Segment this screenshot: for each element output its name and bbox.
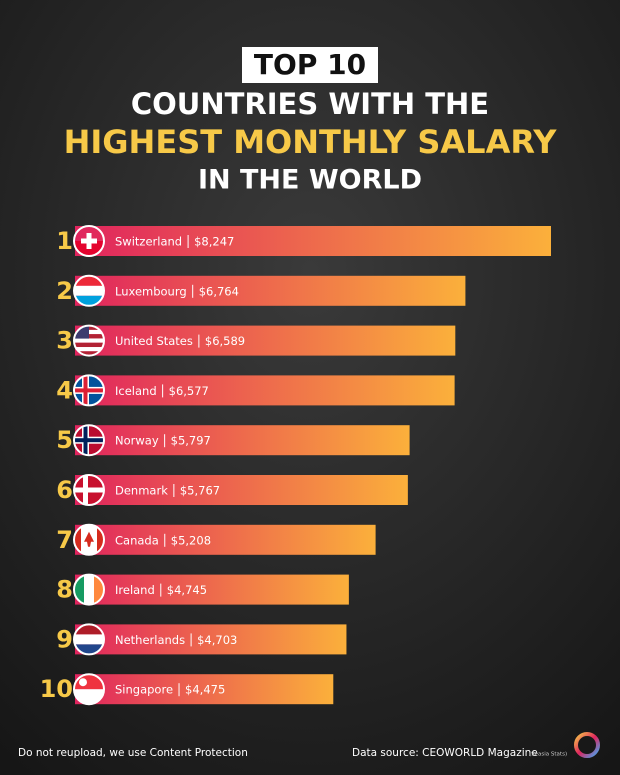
country-label: Iceland <box>115 384 157 398</box>
flag-border <box>73 474 105 506</box>
bar <box>75 275 466 306</box>
flag-part <box>81 238 97 244</box>
country-label: Netherlands <box>115 633 185 647</box>
value-label: $4,475 <box>185 683 225 697</box>
country-label: Singapore <box>115 683 173 697</box>
country-label: United States <box>115 334 193 348</box>
flag-border <box>73 274 105 307</box>
flag-part <box>74 689 104 705</box>
flag-part <box>84 531 94 547</box>
flag-part <box>74 275 104 286</box>
rank: 6 <box>56 476 73 504</box>
flag-border <box>73 374 105 407</box>
flag-border <box>73 573 105 606</box>
bar-row: 8 Ireland $4,745 <box>56 573 349 606</box>
title-line: IN THE WORLD <box>198 165 422 196</box>
flag-border <box>73 623 105 656</box>
rank: 10 <box>40 675 73 703</box>
bar <box>75 475 408 505</box>
bar <box>75 226 551 256</box>
flag-border <box>73 673 105 706</box>
flag-part <box>74 644 104 655</box>
value-label: $5,208 <box>171 533 211 547</box>
flag <box>74 574 104 605</box>
flag-part <box>74 347 104 352</box>
value-label: $5,797 <box>171 434 211 448</box>
bar <box>75 325 456 356</box>
value-label: $5,767 <box>180 484 220 498</box>
flag <box>74 275 104 306</box>
bar <box>75 524 376 555</box>
bar-row: 10 Singapore $4,475 <box>40 673 334 706</box>
bar-row: 1 Switzerland $8,247 <box>56 225 551 257</box>
value-label: $4,703 <box>197 633 237 647</box>
bar-row: 9 Netherlands $4,703 <box>56 623 347 656</box>
flag-part <box>84 574 94 605</box>
bar <box>75 375 455 406</box>
bars: 1 Switzerland $8,247 2 Luxembourg $6,764 3 Unit… <box>40 225 551 706</box>
country-label: Ireland <box>115 583 155 597</box>
country-label: Luxembourg <box>115 284 187 298</box>
rank: 5 <box>56 426 73 454</box>
bar-row: 3 United States $6,589 <box>56 324 456 357</box>
bar-row: 2 Luxembourg $6,764 <box>56 274 466 307</box>
flag-part <box>74 295 104 306</box>
flag-border <box>73 225 105 257</box>
bar <box>75 674 334 705</box>
flag <box>74 233 104 256</box>
value-label: $6,764 <box>199 284 239 298</box>
footer-note: (Seasia Stats) <box>529 752 567 758</box>
bar-row: 4 Iceland $6,577 <box>56 374 455 407</box>
footer-right: Data source: CEOWORLD Magazine <box>352 747 538 759</box>
flag-border <box>73 523 105 556</box>
flag-part <box>94 574 104 605</box>
rank: 9 <box>56 625 73 653</box>
bar-row: 5 Norway $5,797 <box>56 424 410 457</box>
rank: 1 <box>56 227 73 255</box>
rank: 7 <box>56 526 73 554</box>
country-label: Canada <box>115 533 159 547</box>
flag-part <box>74 338 104 343</box>
flag <box>74 674 104 705</box>
value-label: $6,589 <box>205 334 245 348</box>
value-label: $6,577 <box>169 384 209 398</box>
value-label: $4,745 <box>167 583 207 597</box>
logo <box>574 732 600 758</box>
rank: 8 <box>56 576 73 604</box>
rank: 2 <box>56 277 73 305</box>
value-label: $8,247 <box>194 235 234 249</box>
flag-part <box>74 634 104 645</box>
bar <box>75 425 410 456</box>
bar-row: 6 Denmark $5,767 <box>56 474 408 506</box>
flag-part <box>74 285 104 296</box>
title-line: COUNTRIES WITH THE <box>131 87 489 121</box>
bar <box>75 624 347 655</box>
flag-part <box>97 524 104 555</box>
flag-part <box>74 574 84 605</box>
country-label: Switzerland <box>115 235 182 249</box>
flag-part <box>74 342 104 348</box>
flag-border <box>73 324 105 357</box>
footer-left: Do not reupload, we use Content Protecti… <box>18 747 248 759</box>
flag-part <box>79 678 87 687</box>
badge: TOP 10 <box>254 48 366 81</box>
flag-part <box>74 624 104 635</box>
flag <box>74 624 104 655</box>
badge-box <box>242 47 378 83</box>
flag-border <box>73 424 105 457</box>
flag-part <box>74 487 104 493</box>
country-label: Denmark <box>115 484 168 498</box>
rank: 4 <box>56 376 73 404</box>
flag-part <box>74 438 104 443</box>
bar <box>75 574 349 605</box>
flag-part <box>74 388 104 393</box>
rank: 3 <box>56 327 73 355</box>
flag-part <box>74 524 81 555</box>
title-line: HIGHEST MONTHLY SALARY <box>64 123 558 161</box>
flag-part <box>74 351 104 356</box>
country-label: Norway <box>115 434 159 448</box>
bar-row: 7 Canada $5,208 <box>56 523 376 556</box>
